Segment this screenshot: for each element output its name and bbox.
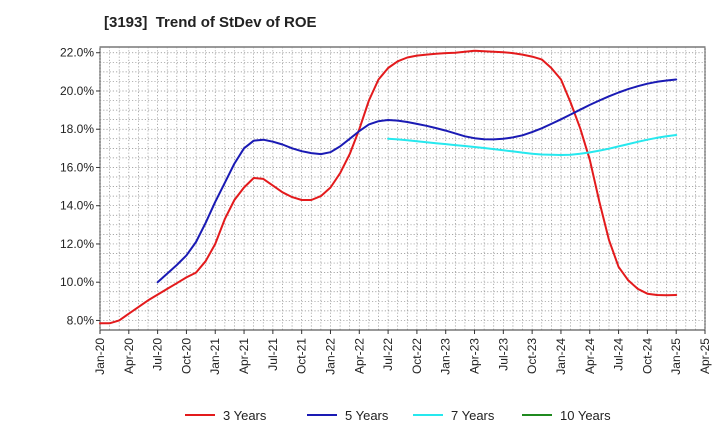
- x-tick-label: Jul-23: [496, 338, 510, 371]
- x-tick-label: Oct-21: [295, 338, 309, 374]
- x-tick-label: Apr-21: [237, 338, 251, 374]
- x-tick-label: Oct-24: [640, 338, 654, 374]
- y-tick-label: 16.0%: [60, 160, 94, 174]
- legend-label: 3 Years: [223, 408, 267, 423]
- series-line-3-years: [99, 49, 678, 325]
- legend-label: 10 Years: [560, 408, 611, 423]
- series-line-7-years: [387, 134, 678, 156]
- x-tick-label: Jan-20: [93, 338, 107, 375]
- x-tick-label: Jul-22: [381, 338, 395, 371]
- x-tick-label: Jan-21: [208, 338, 222, 375]
- x-tick-label: Oct-23: [525, 338, 539, 374]
- x-tick-label: Apr-24: [583, 338, 597, 374]
- x-tick-label: Jan-22: [323, 338, 337, 375]
- y-tick-label: 8.0%: [67, 313, 95, 327]
- x-tick-label: Apr-20: [122, 338, 136, 374]
- legend-label: 7 Years: [451, 408, 495, 423]
- x-tick-label: Oct-20: [179, 338, 193, 374]
- y-tick-label: 12.0%: [60, 237, 94, 251]
- x-tick-label: Apr-22: [352, 338, 366, 374]
- x-tick-label: Oct-22: [410, 338, 424, 374]
- x-tick-label: Apr-23: [468, 338, 482, 374]
- x-tick-label: Jan-25: [669, 338, 683, 375]
- series-line-5-years: [156, 78, 678, 284]
- x-tick-label: Jul-21: [266, 338, 280, 371]
- x-tick-label: Jan-23: [439, 338, 453, 375]
- y-tick-label: 20.0%: [60, 84, 94, 98]
- y-tick-label: 18.0%: [60, 122, 94, 136]
- y-tick-label: 22.0%: [60, 46, 94, 60]
- legend-label: 5 Years: [345, 408, 389, 423]
- x-tick-label: Jan-24: [554, 338, 568, 375]
- y-tick-label: 14.0%: [60, 199, 94, 213]
- plot-area: [99, 46, 706, 331]
- chart-title: [3193] Trend of StDev of ROE: [104, 14, 317, 31]
- x-tick-label: Jul-24: [612, 338, 626, 371]
- x-tick-label: Jul-20: [151, 338, 165, 371]
- x-tick-label: Apr-25: [698, 338, 712, 374]
- y-tick-label: 10.0%: [60, 275, 94, 289]
